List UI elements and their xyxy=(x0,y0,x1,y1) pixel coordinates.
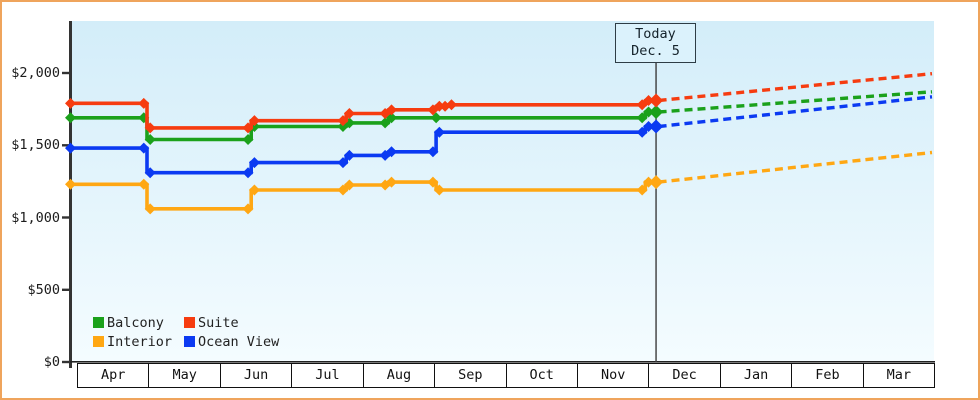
forecast-line-ocean-view xyxy=(658,95,933,129)
month-cell-nov: Nov xyxy=(578,363,650,387)
legend-swatch-interior-icon xyxy=(93,336,104,347)
y-axis-tick xyxy=(62,288,70,291)
legend-label-balcony: Balcony xyxy=(107,314,164,331)
today-label: Today xyxy=(635,26,676,42)
today-date: Dec. 5 xyxy=(631,43,680,59)
forecast-line-interior xyxy=(658,150,933,184)
month-cell-apr: Apr xyxy=(77,363,150,387)
y-axis-label: $500 xyxy=(27,281,60,298)
legend-label-suite: Suite xyxy=(198,314,239,331)
y-axis-line xyxy=(69,21,72,368)
y-axis-tick xyxy=(62,144,70,147)
y-axis-labels: $0 $500 $1,000 $1,500 $2,000 xyxy=(2,2,60,398)
month-cell-sep: Sep xyxy=(435,363,507,387)
legend-swatch-balcony-icon xyxy=(93,317,104,328)
legend-row: Balcony Suite xyxy=(93,313,279,332)
month-cell-oct: Oct xyxy=(507,363,578,387)
y-axis-tick xyxy=(62,71,70,75)
y-axis-label: $1,500 xyxy=(11,137,60,154)
x-axis-line xyxy=(69,361,935,363)
month-cell-dec: Dec xyxy=(649,363,721,387)
legend-item-balcony: Balcony xyxy=(93,315,184,331)
legend-swatch-suite-icon xyxy=(184,317,195,328)
today-annotation: Today Dec. 5 xyxy=(615,23,696,63)
series-line-interior xyxy=(70,180,657,211)
forecast-line-balcony xyxy=(658,90,933,114)
month-cell-may: May xyxy=(149,363,221,387)
y-axis-label: $0 xyxy=(43,354,60,370)
chart-legend: Balcony Suite Interior Ocean View xyxy=(93,313,279,351)
legend-label-interior: Interior xyxy=(107,333,173,350)
today-marker-suite xyxy=(649,93,664,108)
x-axis-month-row: Apr May Jun Jul Aug Sep Oct Nov Dec Jan Feb Mar xyxy=(77,362,936,388)
legend-item-ocean-view: Ocean View xyxy=(184,334,279,350)
y-axis-tick xyxy=(62,216,70,219)
today-marker-interior xyxy=(649,175,664,190)
month-cell-aug: Aug xyxy=(364,363,436,387)
legend-row: Interior Ocean View xyxy=(93,332,279,351)
legend-label-ocean-view: Ocean View xyxy=(198,333,280,350)
legend-item-interior: Interior xyxy=(93,334,184,350)
today-marker-ocean-view xyxy=(649,119,664,134)
legend-swatch-ocean-view-icon xyxy=(184,336,195,347)
month-cell-jul: Jul xyxy=(292,363,364,387)
month-cell-feb: Feb xyxy=(792,363,864,387)
y-axis-label: $2,000 xyxy=(11,65,60,81)
y-axis-tick xyxy=(62,360,70,364)
forecast-line-suite xyxy=(658,72,933,103)
today-marker-balcony xyxy=(649,105,664,120)
month-cell-jan: Jan xyxy=(721,363,793,387)
month-cell-mar: Mar xyxy=(864,363,936,387)
month-cell-jun: Jun xyxy=(221,363,293,387)
y-axis-label: $1,000 xyxy=(11,209,60,226)
legend-item-suite: Suite xyxy=(184,315,239,331)
series-line-ocean-view xyxy=(70,124,657,175)
